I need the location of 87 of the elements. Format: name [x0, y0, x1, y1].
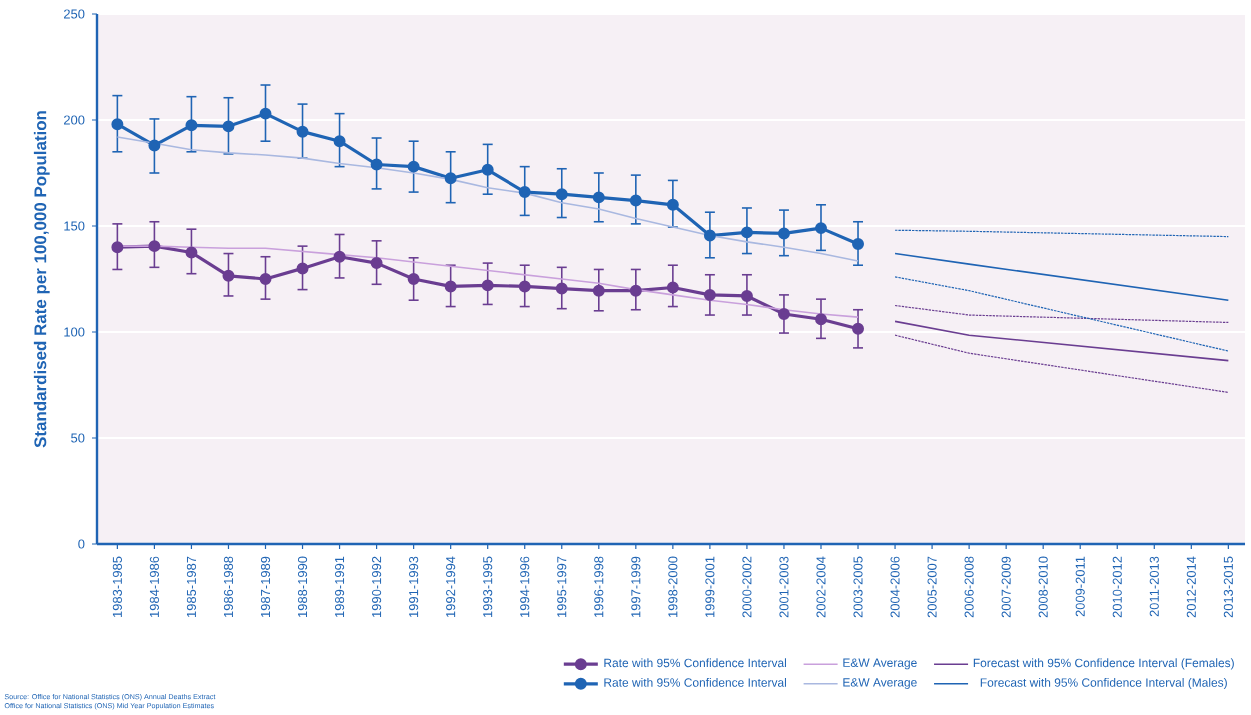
y-tick-label: 150	[64, 221, 85, 231]
point	[444, 280, 457, 293]
point	[185, 246, 198, 259]
x-tick-label: 1988-1990	[297, 556, 308, 617]
point	[592, 284, 605, 297]
y-tick-label: 200	[64, 115, 85, 125]
x-tick-label: 2001-2003	[779, 556, 789, 618]
legend-label: E&W Average	[843, 678, 917, 689]
x-tick-label: 1999-2001	[705, 556, 715, 617]
point	[852, 322, 865, 335]
legend-label: Forecast with 95% Confidence Interval (Males)	[980, 677, 1227, 690]
x-tick-label: 2006-2008	[964, 556, 974, 618]
y-tick-label: 0	[78, 539, 85, 549]
point	[111, 118, 124, 131]
x-tick-label: 2004-2006	[890, 556, 900, 618]
point	[852, 238, 865, 250]
x-tick-label: 2000-2002	[742, 556, 752, 618]
point	[407, 273, 420, 285]
legend-label: E&W Average	[843, 658, 917, 670]
point	[296, 125, 309, 138]
y-axis-title: Standardised Rate per 100,000 Population	[33, 111, 50, 448]
x-tick-label: 2008-2010	[1038, 556, 1048, 618]
x-tick-label: 2013-2015	[1223, 556, 1233, 618]
point	[703, 288, 716, 301]
point	[407, 160, 420, 173]
point	[666, 198, 679, 211]
point	[629, 194, 642, 207]
point	[148, 240, 161, 253]
legend-label: Rate with 95% Confidence Interval	[604, 658, 786, 668]
x-tick-label: 2007-2009	[1001, 556, 1011, 618]
point	[333, 250, 346, 263]
x-tick-label: 1994-1996	[520, 556, 530, 617]
point	[259, 273, 272, 285]
point	[518, 280, 531, 293]
point	[111, 241, 124, 254]
point	[444, 172, 457, 185]
point	[777, 307, 790, 320]
x-tick-label: 2012-2014	[1186, 556, 1196, 618]
x-tick-label: 1996-1998	[594, 556, 604, 617]
x-tick-label: 1993-1995	[483, 556, 493, 617]
x-tick-label: 2009-2011	[1075, 556, 1085, 617]
x-tick-label: 2005-2007	[927, 556, 937, 618]
x-tick-label: 1983-1985	[112, 556, 122, 617]
x-tick-label: 1991-1993	[409, 556, 419, 617]
point	[555, 282, 568, 295]
point	[629, 284, 642, 297]
x-tick-label: 1984-1986	[149, 556, 159, 617]
point	[518, 186, 531, 199]
x-tick-label: 1987-1989	[260, 556, 271, 617]
x-tick-label: 1990-1992	[372, 556, 382, 617]
point	[370, 257, 383, 270]
x-tick-label: 1986-1988	[223, 556, 234, 617]
point	[815, 313, 827, 326]
point	[481, 279, 494, 292]
x-tick-label: 2011-2013	[1149, 556, 1159, 617]
x-tick-label: 2003-2005	[853, 556, 863, 618]
y-tick-label: 100	[64, 327, 85, 337]
x-tick-label: 2002-2004	[816, 556, 826, 618]
point	[815, 222, 827, 235]
point	[333, 135, 346, 148]
line-series	[116, 136, 859, 262]
x-tick-label: 1998-2000	[668, 556, 678, 617]
legend-label: Forecast with 95% Confidence Interval (Females)	[973, 658, 1234, 670]
x-tick-label: 1997-1999	[631, 556, 641, 617]
point	[592, 191, 605, 204]
point	[740, 289, 753, 302]
legend-label: Rate with 95% Confidence Interval	[604, 677, 786, 687]
point	[740, 226, 753, 239]
point	[666, 281, 679, 294]
point	[148, 139, 161, 152]
point	[703, 229, 716, 242]
point	[222, 269, 235, 282]
x-tick-label: 1992-1994	[446, 556, 456, 617]
x-tick-label: 1989-1991	[334, 556, 345, 617]
y-tick-label: 250	[64, 9, 85, 19]
point	[222, 120, 235, 133]
point	[259, 107, 272, 120]
x-tick-label: 1995-1997	[557, 556, 567, 617]
y-tick-label: 50	[71, 433, 85, 443]
x-tick-label: 1985-1987	[186, 556, 197, 617]
point	[296, 262, 309, 275]
point	[481, 163, 494, 176]
point	[185, 119, 198, 132]
point	[370, 158, 383, 171]
point	[777, 227, 790, 240]
x-tick-label: 2010-2012	[1112, 556, 1122, 618]
point	[555, 188, 568, 201]
